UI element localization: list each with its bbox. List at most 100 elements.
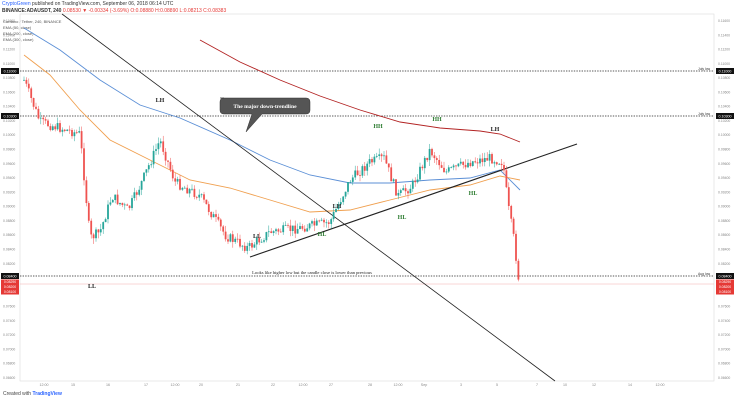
swing-label: LH — [333, 204, 342, 210]
candle — [119, 202, 121, 205]
y-tick-right: 0.09600 — [718, 162, 730, 166]
candle — [385, 155, 388, 164]
candle — [399, 190, 402, 193]
candle — [428, 148, 431, 161]
x-tick: 16 — [106, 383, 110, 387]
legend-ema300[interactable]: EMA (300, close) — [3, 37, 34, 42]
candle — [445, 171, 448, 173]
level-price-tag-right-label: 0.10300 — [719, 114, 732, 118]
y-tick-left: 0.10600 — [3, 90, 15, 94]
ohlc-readout: 0.08530 ▼ -0.00334 (-3.69%) O:0.08880 H:… — [62, 8, 227, 14]
y-tick-left: 0.10800 — [3, 76, 15, 80]
publisher-link[interactable]: CryptoGreen — [2, 1, 31, 7]
candle — [267, 231, 270, 233]
x-tick: 5 — [496, 383, 498, 387]
level-price-tag-right-label: 0.08400 — [719, 274, 732, 278]
legend-ema50[interactable]: EMA (50, close) — [3, 25, 32, 30]
current-price-tag — [1, 289, 19, 295]
callout-bubble — [219, 97, 311, 133]
candle — [203, 194, 205, 200]
candle — [150, 164, 153, 166]
swing-label: LH — [491, 127, 500, 133]
candle — [143, 172, 145, 181]
y-tick-left: 0.08200 — [3, 262, 15, 266]
y-tick-left: 0.06600 — [3, 376, 15, 380]
y-tick-left: 0.07400 — [3, 319, 15, 323]
candle — [378, 154, 381, 156]
candle — [347, 182, 349, 192]
candle — [277, 229, 280, 232]
candle — [315, 220, 318, 226]
candle — [299, 226, 301, 230]
x-tick: 27 — [329, 383, 333, 387]
swing-label: LL — [253, 234, 261, 240]
candle — [92, 234, 95, 239]
candle — [380, 154, 383, 157]
y-tick-right: 0.11000 — [718, 62, 730, 66]
candle — [481, 158, 484, 163]
candle — [44, 119, 47, 121]
y-tick-left: 0.10200 — [3, 119, 15, 123]
candle — [51, 126, 54, 130]
level-price-tag — [1, 68, 19, 74]
publish-line: CryptoGreen published on TradingView.com… — [2, 1, 173, 7]
y-tick-right: 0.07400 — [718, 319, 730, 323]
y-tick-left: 0.09200 — [3, 190, 15, 194]
x-tick: 14 — [628, 383, 632, 387]
current-price-tag-right — [716, 289, 734, 295]
candle — [294, 225, 297, 234]
y-tick-right: 0.10400 — [718, 105, 730, 109]
candle — [416, 179, 419, 183]
x-tick: 12:00 — [171, 383, 180, 387]
y-tick-right: 0.11400 — [718, 33, 730, 37]
y-tick-left: 0.08600 — [3, 233, 15, 237]
level-price-tag-right — [716, 273, 734, 279]
candle — [325, 222, 328, 224]
candle — [303, 228, 306, 232]
candle — [495, 162, 498, 165]
y-tick-left: 0.07000 — [3, 347, 15, 351]
candle — [212, 214, 215, 218]
current-price-tag-right-label: 0.08290 — [719, 280, 731, 284]
candle — [47, 120, 49, 127]
footer-branding: Created with TradingView — [3, 391, 62, 397]
candle — [287, 224, 289, 226]
candle — [224, 231, 227, 240]
x-tick: 3 — [460, 383, 462, 387]
swing-label: LH — [156, 98, 165, 104]
candle — [128, 205, 131, 209]
candle — [279, 231, 282, 233]
candle — [515, 233, 517, 261]
candle — [54, 126, 57, 130]
candle — [205, 199, 208, 205]
candle — [217, 216, 220, 220]
candle — [327, 222, 330, 224]
legend-ema200[interactable]: EMA (200, close) — [3, 31, 34, 36]
candle — [258, 238, 261, 243]
candle — [215, 214, 217, 217]
candle — [111, 200, 114, 203]
candle — [37, 108, 40, 119]
candle — [126, 204, 129, 206]
candle — [195, 196, 198, 198]
candle — [248, 243, 251, 246]
candle — [349, 181, 352, 183]
candle — [282, 225, 285, 233]
candle — [404, 188, 407, 192]
plot-border — [19, 13, 715, 382]
candle — [164, 151, 167, 161]
current-price-tag — [1, 279, 19, 285]
candle — [231, 234, 234, 242]
candle — [469, 162, 472, 167]
x-tick: 12 — [592, 383, 596, 387]
candle — [167, 160, 169, 162]
y-tick-right: 0.09000 — [718, 205, 730, 209]
tradingview-logo[interactable]: TradingView — [32, 391, 62, 397]
published-text: published on TradingView.com, September … — [32, 1, 174, 7]
candle — [27, 83, 30, 89]
y-tick-left: 0.08800 — [3, 219, 15, 223]
candle — [85, 180, 88, 204]
candle — [193, 188, 196, 197]
